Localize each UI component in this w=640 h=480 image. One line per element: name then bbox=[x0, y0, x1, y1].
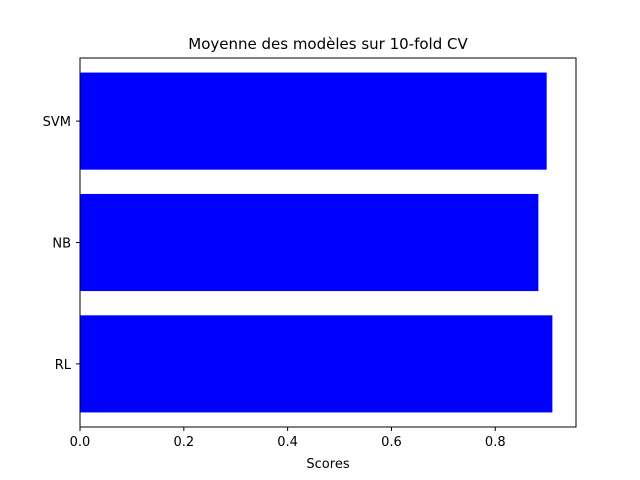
y-axis-ticks: RL NB SVM bbox=[43, 115, 80, 373]
y-tick-label: NB bbox=[52, 237, 71, 252]
x-tick-label: 0.4 bbox=[277, 435, 298, 450]
y-tick-label: SVM bbox=[43, 115, 71, 130]
bar-svm bbox=[80, 72, 547, 170]
plot-frame bbox=[79, 57, 577, 428]
bars-group bbox=[80, 72, 553, 413]
x-tick-label: 0.6 bbox=[381, 435, 402, 450]
x-axis-ticks: 0.0 0.2 0.4 0.6 0.8 bbox=[70, 427, 506, 450]
x-tick-label: 0.8 bbox=[485, 435, 506, 450]
x-tick-label: 0.0 bbox=[70, 435, 91, 450]
y-tick-label: RL bbox=[55, 358, 72, 373]
x-axis-label: Scores bbox=[306, 457, 349, 472]
x-tick-label: 0.2 bbox=[173, 435, 194, 450]
chart-title: Moyenne des modèles sur 10-fold CV bbox=[188, 35, 468, 53]
bar-rl bbox=[80, 315, 553, 413]
bar-nb bbox=[80, 193, 539, 292]
